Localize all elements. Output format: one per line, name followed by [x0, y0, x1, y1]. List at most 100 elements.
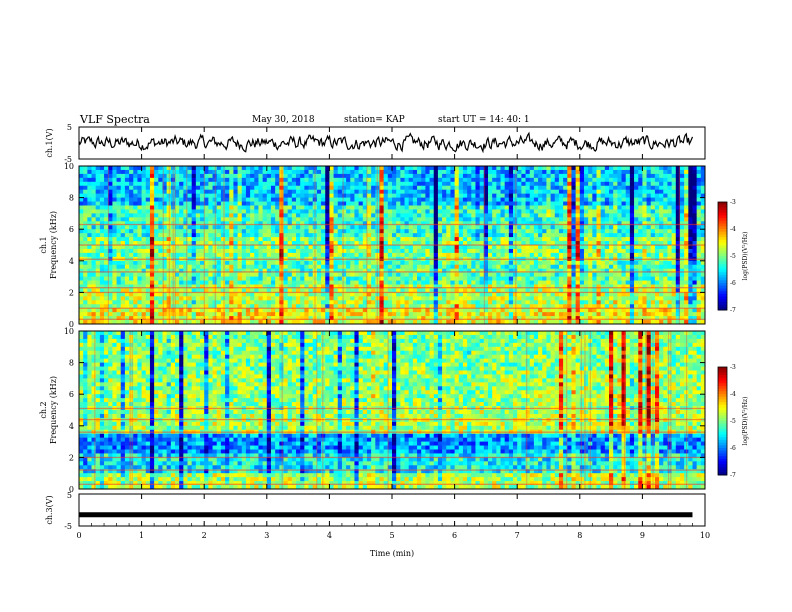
spectrogram-cell — [124, 193, 130, 198]
spectrogram-cell — [145, 166, 151, 171]
spectrogram-cell — [646, 205, 652, 210]
spectrogram-cell — [400, 189, 405, 195]
spectrogram-cell — [91, 229, 97, 234]
spectrogram-cell — [471, 241, 476, 246]
spectrogram-cell — [350, 177, 355, 183]
spectrogram-cell — [508, 252, 514, 258]
spectrogram-cell — [304, 237, 309, 242]
spectrogram-cell — [521, 268, 526, 274]
spectrogram-cell — [437, 185, 443, 191]
spectrogram-cell — [304, 193, 309, 198]
spectrogram-cell — [375, 205, 380, 210]
spectrogram-cell — [104, 268, 109, 274]
spectrogram-cell — [604, 264, 610, 270]
spectrogram-cell — [87, 166, 92, 171]
spectrogram-cell — [583, 189, 589, 195]
spectrogram-cell — [371, 213, 376, 218]
spectrogram-cell — [613, 248, 618, 254]
spectrogram-cell — [191, 189, 197, 195]
spectrogram-cell — [621, 177, 627, 183]
spectrogram-cell — [583, 213, 589, 218]
spectrogram-cell — [91, 169, 97, 175]
spectrogram-cell — [204, 201, 209, 206]
spectrogram-cell — [408, 260, 414, 266]
spectrogram-cell — [341, 197, 347, 202]
spectrogram-cell — [688, 213, 693, 218]
spectrogram-cell — [396, 205, 401, 210]
spectrogram-cell — [79, 245, 84, 250]
spectrogram-cell — [154, 248, 159, 254]
spectrogram-cell — [337, 237, 343, 242]
spectrogram-cell — [312, 185, 318, 191]
spectrogram-cell — [521, 233, 526, 238]
spectrogram-cell — [321, 292, 326, 297]
spectrogram-cell — [638, 268, 643, 274]
spectrogram-cell — [87, 276, 92, 281]
spectrogram-cell — [233, 264, 238, 270]
spectrogram-cell — [225, 209, 230, 214]
spectrogram-cell — [387, 280, 393, 285]
spectrogram-cell — [366, 229, 372, 234]
spectrogram-cell — [208, 166, 213, 171]
spectrogram-cell — [538, 225, 543, 230]
spectrogram-cell — [700, 173, 706, 179]
spectrogram-cell — [471, 201, 476, 206]
spectrogram-cell — [688, 197, 693, 202]
spectrogram-cell — [95, 213, 101, 218]
spectrogram-cell — [404, 185, 410, 191]
spectrogram-cell — [262, 276, 268, 281]
spectrogram-cell — [191, 268, 197, 274]
spectrogram-cell — [542, 272, 547, 277]
spectrogram-cell — [129, 248, 134, 254]
spectrogram-cell — [508, 193, 514, 198]
spectrogram-cell — [437, 288, 443, 293]
spectrogram-cell — [604, 221, 610, 226]
spectrogram-cell — [112, 284, 117, 289]
spectrogram-cell — [596, 284, 602, 289]
spectrogram-cell — [604, 241, 610, 246]
spectrogram-cell — [149, 221, 155, 226]
spectrogram-cell — [496, 201, 501, 206]
spectrogram-cell — [287, 213, 293, 218]
spectrogram-cell — [396, 284, 401, 289]
spectrogram-cell — [87, 245, 92, 250]
spectrogram-cell — [588, 185, 593, 191]
spectrogram-cell — [408, 237, 414, 242]
spectrogram-cell — [358, 260, 364, 266]
spectrogram-cell — [504, 276, 510, 281]
spectrogram-cell — [696, 217, 702, 222]
spectrogram-cell — [279, 197, 284, 202]
spectrogram-cell — [533, 201, 539, 206]
spectrogram-cell — [337, 280, 343, 285]
spectrogram-cell — [108, 268, 113, 274]
spectrogram-cell — [266, 177, 272, 183]
spectrogram-cell — [333, 221, 339, 226]
spectrogram-cell — [258, 276, 264, 281]
spectrogram-cell — [312, 280, 318, 285]
spectrogram-cell — [362, 248, 368, 254]
spectrogram-cell — [108, 264, 113, 270]
spectrogram-cell — [195, 181, 201, 187]
spectrogram-cell — [375, 169, 380, 175]
spectrogram-cell — [684, 252, 689, 258]
spectrogram-cell — [588, 248, 593, 254]
spectrogram-cell — [504, 284, 510, 289]
spectrogram-cell — [396, 185, 401, 191]
spectrogram-cell — [404, 201, 410, 206]
spectrogram-cell — [129, 197, 134, 202]
spectrogram-cell — [404, 177, 410, 183]
spectrogram-cell — [429, 173, 435, 179]
spectrogram-cell — [533, 197, 539, 202]
spectrogram-cell — [341, 185, 347, 191]
spectrogram-cell — [500, 197, 506, 202]
spectrogram-cell — [291, 166, 297, 171]
spectrogram-cell — [233, 284, 238, 289]
spectrogram-cell — [141, 272, 147, 277]
spectrogram-cell — [692, 241, 698, 246]
spectrogram-cell — [629, 276, 635, 281]
spectrogram-cell — [638, 237, 643, 242]
spectrogram-cell — [237, 241, 243, 246]
spectrogram-cell — [200, 193, 205, 198]
spectrogram-cell — [521, 229, 526, 234]
spectrogram-cell — [517, 197, 522, 202]
